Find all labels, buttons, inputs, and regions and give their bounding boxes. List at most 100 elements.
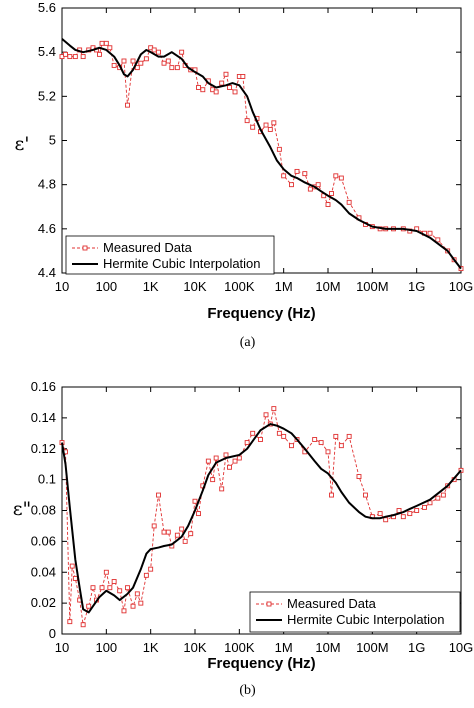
data-point bbox=[276, 146, 282, 152]
data-point bbox=[244, 118, 250, 124]
data-point bbox=[329, 492, 334, 498]
data-point bbox=[174, 65, 180, 71]
data-point bbox=[125, 585, 130, 591]
data-point bbox=[356, 474, 362, 479]
data-point bbox=[333, 173, 339, 179]
data-point bbox=[121, 58, 127, 64]
y-tick-label: 4.4 bbox=[38, 265, 56, 280]
x-tick-label: 1G bbox=[408, 279, 425, 294]
y-tick-label: 0.14 bbox=[31, 410, 56, 425]
data-point bbox=[213, 89, 219, 95]
legend-label: Measured Data bbox=[287, 596, 377, 611]
data-point bbox=[223, 452, 229, 458]
data-point bbox=[72, 54, 78, 60]
chart-panel-a: 10 100 1K 10K 100K 1M 10M 100M 1G 10G 4.4 4.6 4.8 5 5.… bbox=[14, 0, 473, 350]
data-point bbox=[302, 171, 308, 177]
x-tick-label: 100M bbox=[356, 279, 389, 294]
x-tick-label: 10K bbox=[183, 279, 206, 294]
data-point bbox=[196, 511, 201, 517]
data-point bbox=[236, 455, 242, 461]
data-point bbox=[99, 40, 105, 46]
data-point bbox=[156, 492, 161, 498]
data-point bbox=[315, 182, 321, 188]
data-point bbox=[427, 230, 433, 236]
x-tick-label: 10M bbox=[315, 640, 340, 655]
data-point bbox=[151, 47, 157, 53]
data-point bbox=[400, 514, 406, 520]
data-point bbox=[294, 168, 300, 174]
data-point bbox=[333, 433, 339, 439]
figure-caption: (a) bbox=[240, 335, 256, 350]
data-point bbox=[363, 492, 368, 498]
data-point bbox=[161, 60, 167, 66]
data-point bbox=[107, 45, 113, 51]
data-point bbox=[99, 585, 105, 591]
legend-box bbox=[65, 235, 275, 275]
data-point bbox=[396, 508, 402, 513]
data-point bbox=[161, 529, 167, 535]
y-tick-label: 5.4 bbox=[38, 44, 56, 59]
y-tick-label: 0.02 bbox=[31, 595, 56, 610]
data-point bbox=[138, 600, 144, 606]
data-point bbox=[244, 440, 250, 446]
data-point bbox=[103, 569, 109, 575]
plot-frame bbox=[61, 7, 462, 274]
data-point bbox=[383, 517, 389, 523]
data-point bbox=[156, 49, 161, 55]
data-point bbox=[80, 622, 86, 628]
data-point bbox=[223, 71, 229, 77]
y-tick-label: 4.8 bbox=[38, 177, 56, 192]
legend-box bbox=[249, 591, 461, 633]
data-point bbox=[325, 449, 331, 455]
data-point bbox=[250, 430, 256, 436]
data-point bbox=[346, 433, 352, 439]
data-point bbox=[263, 412, 269, 418]
data-point bbox=[90, 585, 96, 591]
data-point bbox=[205, 458, 211, 464]
y-tick-label: 5.6 bbox=[38, 0, 56, 15]
x-tick-label: 100K bbox=[224, 279, 255, 294]
data-point bbox=[121, 608, 127, 614]
figure-caption: (b) bbox=[239, 683, 256, 698]
series-hermite-cubic-interpolation bbox=[61, 423, 462, 614]
x-tick-label: 100K bbox=[224, 640, 255, 655]
data-point bbox=[69, 563, 75, 569]
chart-panel-b: 10 100 1K 10K 100K 1M 10M 100M 1G 10G 0 0.02 0.04 0.0… bbox=[13, 379, 474, 698]
x-tick-label: 100M bbox=[356, 640, 389, 655]
data-point bbox=[414, 508, 420, 513]
series-line bbox=[61, 38, 462, 270]
data-point bbox=[440, 492, 446, 498]
data-point bbox=[67, 619, 73, 625]
data-point bbox=[281, 433, 287, 439]
data-point bbox=[263, 122, 269, 128]
data-point bbox=[307, 186, 313, 192]
data-point bbox=[107, 585, 113, 591]
y-tick-label: 0.04 bbox=[31, 564, 56, 579]
x-tick-label: 10M bbox=[315, 279, 340, 294]
legend-label: Hermite Cubic Interpolation bbox=[103, 256, 261, 271]
y-tick-label: 0.12 bbox=[31, 441, 56, 456]
data-point bbox=[271, 406, 277, 412]
data-point bbox=[111, 62, 117, 68]
x-tick-label: 10 bbox=[55, 640, 69, 655]
y-tick-label: 0.1 bbox=[38, 472, 56, 487]
data-point bbox=[179, 49, 185, 55]
data-point bbox=[117, 588, 123, 594]
data-point bbox=[125, 102, 130, 108]
data-point bbox=[174, 532, 180, 538]
data-point bbox=[435, 495, 441, 501]
data-point bbox=[179, 526, 185, 532]
data-point bbox=[143, 56, 149, 62]
x-tick-label: 10K bbox=[183, 640, 206, 655]
y-tick-label: 0.16 bbox=[31, 379, 56, 394]
data-point bbox=[151, 523, 157, 529]
data-point bbox=[134, 591, 140, 597]
data-point bbox=[435, 237, 441, 243]
data-point bbox=[407, 511, 413, 517]
y-tick-label: 0 bbox=[49, 626, 56, 641]
y-tick-label: 5.2 bbox=[38, 88, 56, 103]
data-point bbox=[271, 120, 277, 126]
data-point bbox=[72, 575, 78, 581]
data-point bbox=[111, 579, 117, 584]
